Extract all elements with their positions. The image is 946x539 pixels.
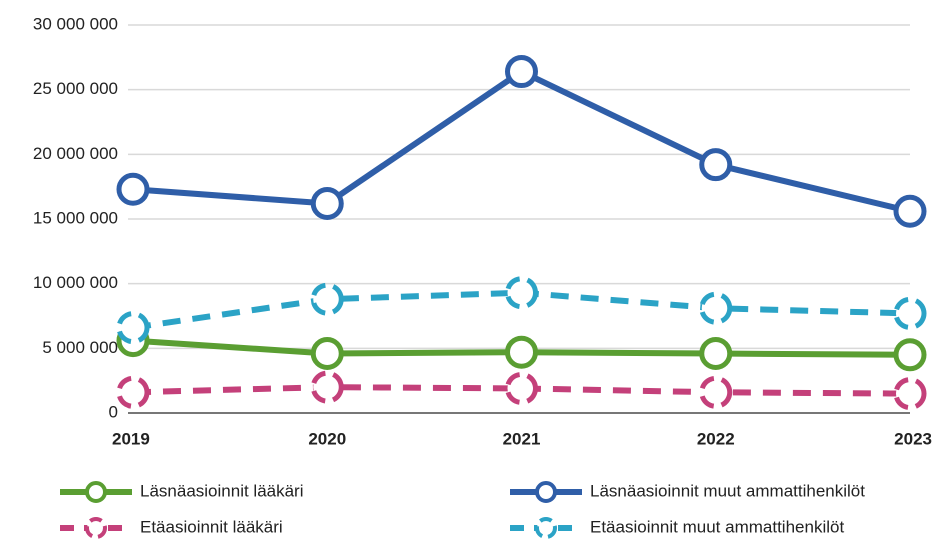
point-marker <box>893 296 927 330</box>
point-marker <box>505 371 538 405</box>
x-tick-label: 2021 <box>503 429 541 448</box>
point-marker <box>893 338 927 372</box>
legend-marker <box>535 481 557 503</box>
point-marker <box>505 276 538 310</box>
y-tick-label: 30 000 000 <box>33 14 118 33</box>
point-marker <box>310 282 344 316</box>
series-line <box>132 68 911 215</box>
point-marker <box>310 337 344 371</box>
legend-marker <box>85 517 107 539</box>
point-marker <box>893 194 927 228</box>
y-tick-label: 5 000 000 <box>42 338 118 357</box>
point-marker <box>505 55 538 89</box>
legend-marker <box>535 517 557 539</box>
point-marker <box>116 172 150 206</box>
y-tick-label: 10 000 000 <box>33 273 118 292</box>
point-marker <box>310 186 344 220</box>
point-marker <box>699 375 733 409</box>
point-marker <box>699 148 733 182</box>
legend-label: Etäasioinnit muut ammattihenkilöt <box>590 517 844 536</box>
series-line <box>132 384 911 397</box>
y-tick-label: 25 000 000 <box>33 79 118 98</box>
point-marker <box>699 291 733 325</box>
point-marker <box>505 335 538 369</box>
legend-label: Läsnäasioinnit lääkäri <box>140 481 304 500</box>
point-marker <box>116 311 150 345</box>
legend-marker <box>85 481 107 503</box>
x-tick-label: 2023 <box>894 429 932 448</box>
x-tick-label: 2022 <box>697 429 735 448</box>
y-tick-label: 0 <box>109 402 118 421</box>
x-tick-label: 2019 <box>112 429 150 448</box>
legend-label: Etäasioinnit lääkäri <box>140 517 283 536</box>
point-marker <box>699 337 733 371</box>
point-marker <box>116 375 150 409</box>
point-marker <box>893 377 927 411</box>
point-marker <box>310 370 344 404</box>
legend-label: Läsnäasioinnit muut ammattihenkilöt <box>590 481 865 500</box>
y-tick-label: 20 000 000 <box>33 144 118 163</box>
x-tick-label: 2020 <box>308 429 346 448</box>
y-tick-label: 15 000 000 <box>33 208 118 227</box>
